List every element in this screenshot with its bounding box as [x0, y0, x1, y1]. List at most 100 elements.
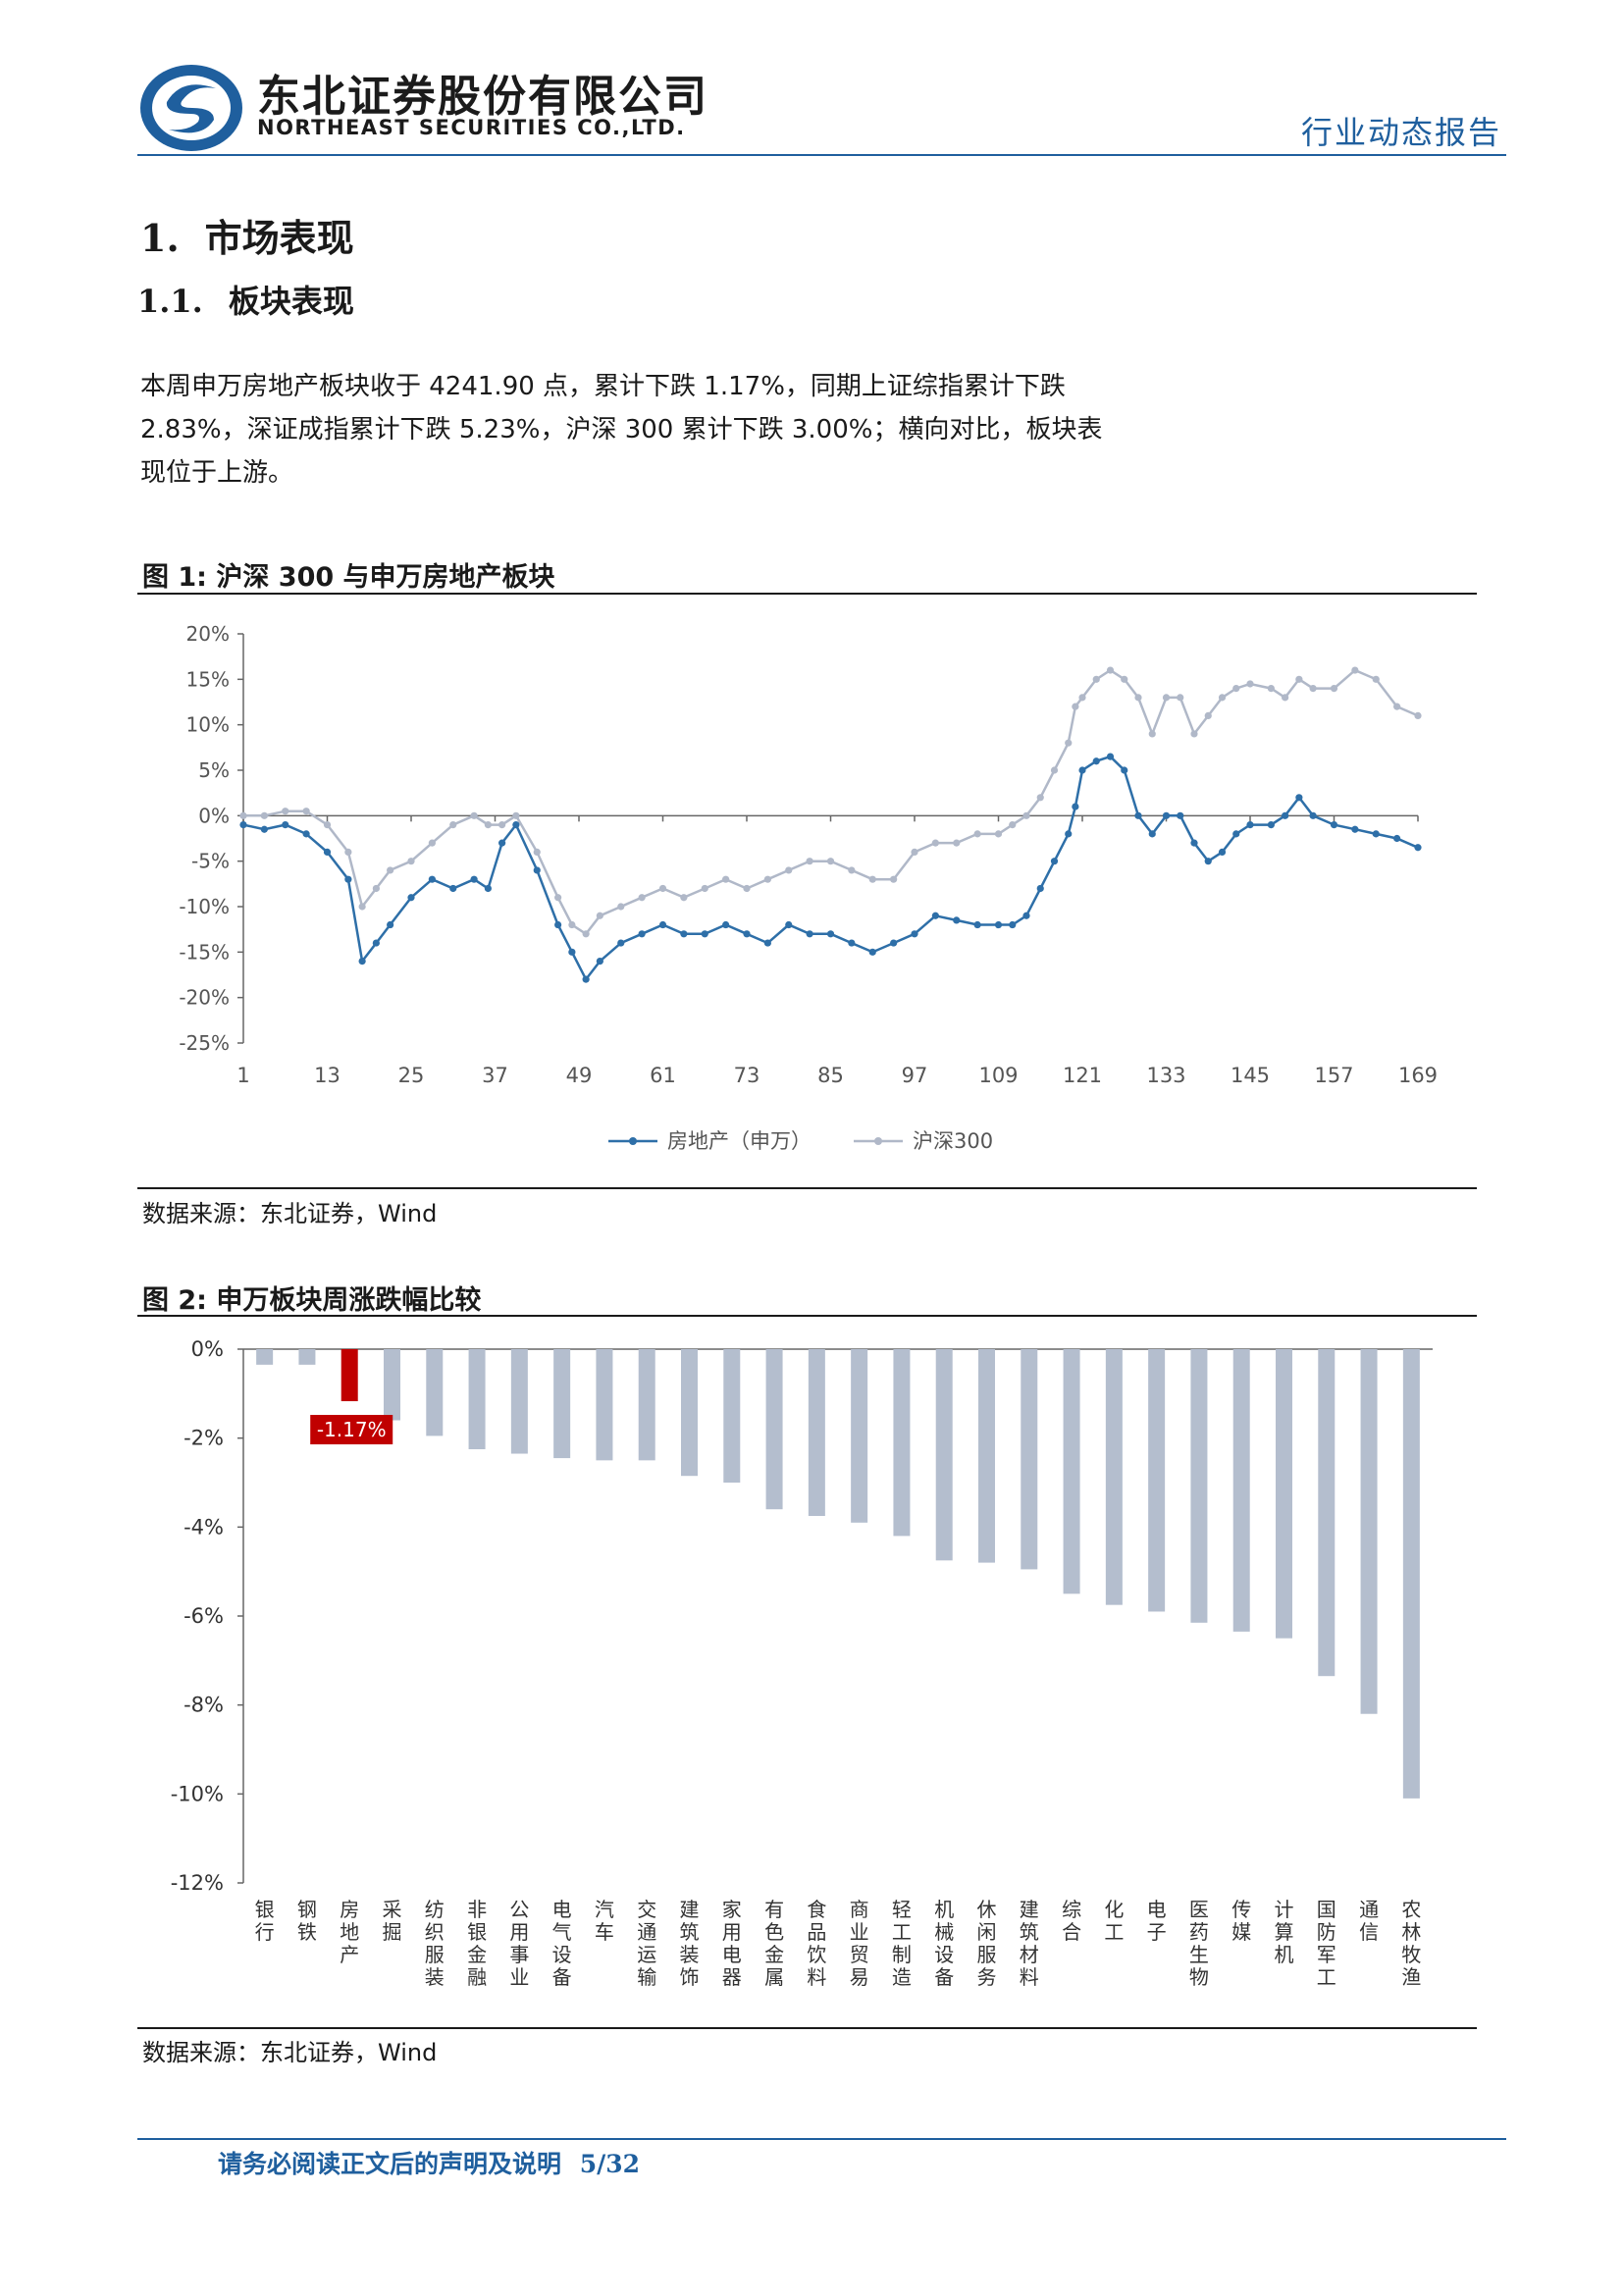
- header-rule: [137, 154, 1506, 156]
- data-point: [1267, 821, 1275, 829]
- data-point: [1218, 694, 1227, 702]
- category-label-char: 通: [1359, 1898, 1379, 1921]
- data-point: [1162, 694, 1171, 702]
- category-label-char: 信: [1359, 1920, 1379, 1944]
- data-point: [763, 939, 771, 947]
- data-point: [512, 811, 520, 819]
- report-type: 行业动态报告: [1300, 114, 1501, 151]
- subsection-heading: 1.1. 板块表现: [137, 277, 354, 322]
- x-tick-label: 145: [1231, 1064, 1270, 1087]
- figure1-label: 图 1:: [142, 562, 207, 593]
- data-point: [554, 920, 562, 929]
- bar: [341, 1349, 358, 1402]
- category-label-char: 务: [977, 1965, 997, 1989]
- data-point: [826, 930, 835, 938]
- data-point: [722, 920, 730, 929]
- data-point: [387, 920, 394, 929]
- data-point: [1295, 675, 1303, 683]
- category-label-char: 织: [425, 1920, 445, 1944]
- category-label-char: 材: [1020, 1943, 1039, 1966]
- category-label-char: 工: [1104, 1920, 1124, 1944]
- category-label-char: 纺: [425, 1898, 445, 1921]
- category-label-char: 造: [892, 1965, 912, 1989]
- data-point: [358, 958, 366, 965]
- data-point: [868, 948, 876, 956]
- data-point: [372, 884, 380, 893]
- data-point: [1204, 711, 1212, 719]
- category-label-char: 料: [807, 1965, 826, 1989]
- category-label-char: 易: [850, 1965, 869, 1989]
- category-label-char: 林: [1401, 1920, 1421, 1944]
- category-label-char: 汽: [595, 1898, 614, 1921]
- data-point: [358, 903, 366, 911]
- data-point: [638, 894, 646, 902]
- data-point: [1092, 675, 1100, 683]
- y-tick-label: -20%: [179, 986, 230, 1010]
- figure1-source: 数据来源：东北证券，Wind: [142, 1200, 438, 1227]
- data-point: [868, 875, 876, 883]
- data-point: [806, 858, 813, 865]
- data-point: [484, 821, 492, 829]
- data-point: [323, 848, 332, 856]
- data-point: [568, 920, 576, 929]
- data-point: [1036, 884, 1044, 893]
- data-point: [596, 912, 603, 919]
- category-label-char: 筑: [680, 1920, 700, 1944]
- category-label-char: 食: [807, 1898, 826, 1921]
- data-point: [1022, 912, 1030, 919]
- category-label-char: 建: [680, 1898, 700, 1921]
- category-label-char: 媒: [1231, 1920, 1251, 1944]
- data-point: [785, 866, 793, 874]
- bar: [723, 1349, 741, 1483]
- data-point: [1309, 685, 1317, 693]
- category-label-char: 装: [680, 1943, 700, 1966]
- category-label-char: 事: [509, 1943, 529, 1966]
- data-point: [1036, 794, 1044, 802]
- category-label-char: 交: [637, 1898, 656, 1921]
- bar: [1276, 1349, 1292, 1639]
- bar: [1402, 1349, 1420, 1799]
- y-tick-label: -10%: [171, 1782, 224, 1805]
- data-point: [1372, 675, 1380, 683]
- category-label-char: 工: [1317, 1965, 1336, 1989]
- category-label-char: 设: [934, 1943, 954, 1966]
- data-point: [1330, 821, 1338, 829]
- data-point: [680, 930, 688, 938]
- data-point: [344, 875, 352, 883]
- data-point: [826, 858, 835, 865]
- bar: [256, 1349, 274, 1365]
- category-label-char: 房: [340, 1898, 359, 1921]
- category-label-char: 金: [467, 1943, 487, 1966]
- y-tick-label: -12%: [171, 1871, 224, 1895]
- y-tick-label: -8%: [183, 1694, 224, 1717]
- data-point: [617, 939, 625, 947]
- data-point: [1121, 766, 1128, 774]
- category-label-char: 制: [892, 1943, 912, 1966]
- data-point: [1162, 811, 1171, 819]
- category-label-char: 贸: [850, 1943, 869, 1966]
- data-point: [848, 939, 856, 947]
- category-label-char: 铁: [297, 1920, 317, 1944]
- category-label-char: 行: [255, 1920, 275, 1944]
- data-point: [282, 821, 289, 829]
- category-label-char: 运: [637, 1943, 656, 1966]
- category-label-char: 装: [425, 1965, 445, 1989]
- category-label-char: 用: [509, 1920, 529, 1944]
- category-label-char: 国: [1317, 1898, 1336, 1921]
- category-label-char: 计: [1275, 1898, 1294, 1921]
- data-point: [1072, 803, 1079, 810]
- footer: 请务必阅读正文后的声明及说明 5/32: [218, 2145, 640, 2180]
- bar: [468, 1349, 486, 1449]
- y-tick-label: -25%: [179, 1031, 230, 1055]
- data-point: [1050, 858, 1059, 865]
- figure1-bottom-rule: [137, 1187, 1477, 1189]
- category-label-char: 地: [340, 1920, 359, 1944]
- data-label: -1.17%: [317, 1418, 387, 1441]
- category-label-char: 化: [1104, 1898, 1124, 1921]
- bar: [851, 1349, 868, 1523]
- data-point: [449, 821, 457, 829]
- bar: [893, 1349, 911, 1537]
- category-label-char: 非: [467, 1898, 487, 1921]
- data-point: [1092, 757, 1100, 765]
- data-point: [973, 920, 981, 929]
